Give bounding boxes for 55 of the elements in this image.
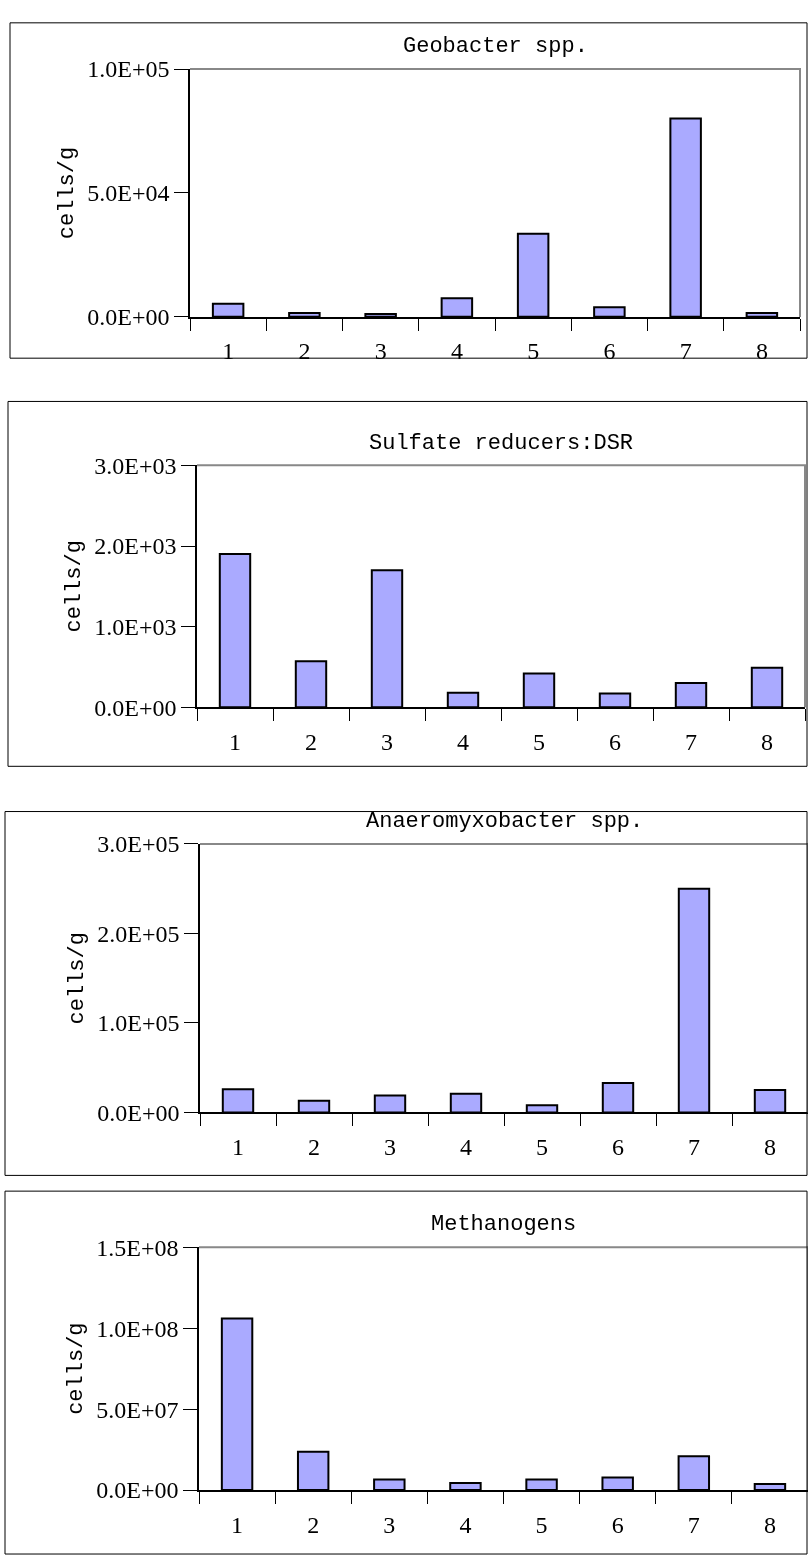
- x-tick-label: 2: [305, 728, 317, 755]
- x-tick-label: 5: [535, 1511, 548, 1538]
- chart-title: Anaeromyxobacter spp.: [366, 809, 644, 834]
- x-tick-label: 3: [374, 338, 387, 365]
- y-tick-label: 3.0E+05: [97, 831, 180, 858]
- x-tick-label: 5: [527, 338, 540, 365]
- y-tick-label: 3.0E+03: [94, 452, 177, 479]
- x-tick-label: 4: [460, 1134, 472, 1161]
- x-tick-label: 2: [308, 1134, 320, 1161]
- x-tick-label: 6: [611, 1511, 624, 1538]
- y-axis-title: cells/g: [63, 1322, 89, 1415]
- chart-title: Sulfate reducers:DSR: [369, 431, 634, 456]
- x-tick-label: 4: [450, 338, 463, 365]
- y-tick-label: 2.0E+05: [97, 920, 180, 947]
- y-axis-title: cells/g: [61, 540, 87, 633]
- y-tick-label: 0.0E+00: [87, 304, 170, 331]
- x-tick-label: 5: [533, 728, 545, 755]
- x-tick-label: 3: [381, 728, 393, 755]
- y-tick-label: 0.0E+00: [94, 694, 177, 721]
- y-tick-label: 5.0E+04: [87, 180, 170, 207]
- x-tick-label: 1: [229, 728, 241, 755]
- y-tick-label: 1.0E+08: [96, 1315, 179, 1342]
- x-tick-label: 8: [763, 1511, 776, 1538]
- y-tick-label: 1.0E+03: [94, 614, 177, 641]
- chart-title: Geobacter spp.: [403, 34, 588, 59]
- x-tick-label: 8: [764, 1134, 776, 1161]
- y-tick-label: 0.0E+00: [96, 1477, 179, 1504]
- y-axis-title: cells/g: [64, 932, 90, 1025]
- x-tick-label: 6: [612, 1134, 624, 1161]
- y-tick-label: 1.5E+08: [96, 1234, 179, 1261]
- y-tick-label: 5.0E+07: [96, 1396, 179, 1423]
- y-axis-title: cells/g: [54, 146, 80, 240]
- x-tick-label: 1: [222, 338, 235, 365]
- x-tick-label: 6: [603, 338, 616, 365]
- y-tick-label: 2.0E+03: [94, 533, 177, 560]
- chart-title: Methanogens: [431, 1212, 577, 1237]
- y-tick-label: 0.0E+00: [97, 1099, 180, 1126]
- x-tick-label: 8: [761, 728, 773, 755]
- x-tick-label: 4: [459, 1511, 472, 1538]
- x-tick-label: 2: [298, 338, 311, 365]
- y-tick-label: 1.0E+05: [87, 56, 170, 83]
- x-tick-label: 1: [232, 1134, 244, 1161]
- x-tick-label: 3: [384, 1134, 396, 1161]
- x-tick-label: 7: [687, 1511, 700, 1538]
- x-tick-label: 7: [685, 728, 697, 755]
- x-tick-label: 1: [231, 1511, 244, 1538]
- x-tick-label: 6: [609, 728, 621, 755]
- x-tick-label: 7: [688, 1134, 700, 1161]
- x-tick-label: 8: [755, 338, 768, 365]
- y-tick-label: 1.0E+05: [97, 1010, 180, 1037]
- x-tick-label: 7: [679, 338, 692, 365]
- x-tick-label: 2: [307, 1511, 320, 1538]
- x-tick-label: 3: [383, 1511, 396, 1538]
- x-tick-label: 5: [536, 1134, 548, 1161]
- x-tick-label: 4: [457, 728, 469, 755]
